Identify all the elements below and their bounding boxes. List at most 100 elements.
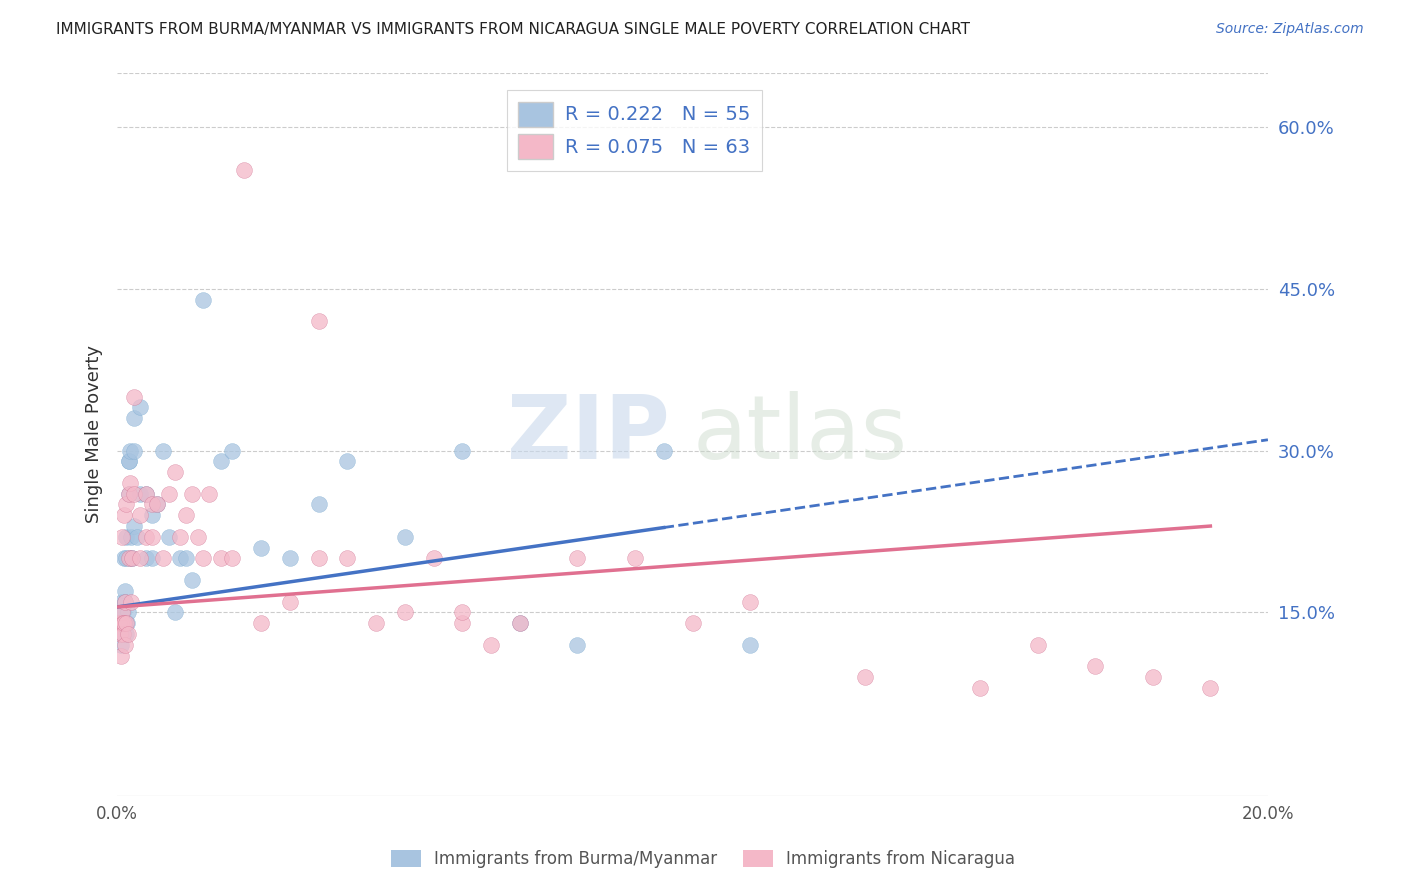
Point [118,486,141,500]
Point [114,638,136,652]
Point [451,443,474,458]
Point [115,551,138,566]
Point [129,508,152,523]
Point [141,508,163,523]
Point [509,616,531,631]
Point [114,616,136,631]
Point [624,551,647,566]
Point [193,551,215,566]
Point [308,551,330,566]
Point [451,606,474,620]
Point [120,530,142,544]
Point [169,530,191,544]
Point [114,594,136,608]
Text: IMMIGRANTS FROM BURMA/MYANMAR VS IMMIGRANTS FROM NICARAGUA SINGLE MALE POVERTY C: IMMIGRANTS FROM BURMA/MYANMAR VS IMMIGRA… [56,22,970,37]
Point [124,519,146,533]
Point [250,541,273,555]
Point [278,594,301,608]
Point [129,486,152,500]
Point [117,606,139,620]
Point [112,551,135,566]
Point [111,594,134,608]
Point [146,498,169,512]
Point [118,551,141,566]
Point [567,551,589,566]
Point [118,486,141,500]
Point [187,530,209,544]
Point [394,606,416,620]
Point [114,594,136,608]
Point [111,606,134,620]
Point [118,454,141,468]
Point [129,401,152,415]
Point [308,498,330,512]
Point [567,638,589,652]
Text: Source: ZipAtlas.com: Source: ZipAtlas.com [1216,22,1364,37]
Point [394,530,416,544]
Point [221,443,243,458]
Point [114,530,136,544]
Point [364,616,387,631]
Point [111,606,134,620]
Point [163,606,186,620]
Point [124,390,146,404]
Point [111,627,134,641]
Point [111,627,134,641]
Point [111,616,134,631]
Point [111,530,134,544]
Point [336,551,359,566]
Point [118,443,141,458]
Point [169,551,191,566]
Text: atlas: atlas [693,391,908,478]
Point [221,551,243,566]
Point [157,530,180,544]
Point [112,508,135,523]
Point [174,508,197,523]
Point [422,551,444,566]
Point [682,616,704,631]
Point [135,486,157,500]
Y-axis label: Single Male Poverty: Single Male Poverty [86,345,103,524]
Point [121,551,143,566]
Point [163,465,186,479]
Point [232,163,254,178]
Point [152,551,174,566]
Point [111,616,134,631]
Point [114,498,136,512]
Point [141,530,163,544]
Point [193,293,215,307]
Point [157,486,180,500]
Point [110,627,132,641]
Point [152,443,174,458]
Point [127,530,149,544]
Point [110,648,132,663]
Point [112,616,135,631]
Point [509,616,531,631]
Point [141,551,163,566]
Point [1084,659,1107,673]
Point [1026,638,1049,652]
Point [141,498,163,512]
Point [146,498,169,512]
Point [652,443,675,458]
Point [118,454,141,468]
Point [115,616,138,631]
Point [129,551,152,566]
Point [120,594,142,608]
Point [1142,670,1164,684]
Point [181,486,204,500]
Point [108,616,131,631]
Point [124,411,146,425]
Point [308,314,330,328]
Point [124,486,146,500]
Point [209,551,232,566]
Point [135,551,157,566]
Point [135,530,157,544]
Point [108,627,131,641]
Point [135,486,157,500]
Point [110,616,132,631]
Point [112,616,135,631]
Point [118,475,141,490]
Point [969,681,991,695]
Point [209,454,232,468]
